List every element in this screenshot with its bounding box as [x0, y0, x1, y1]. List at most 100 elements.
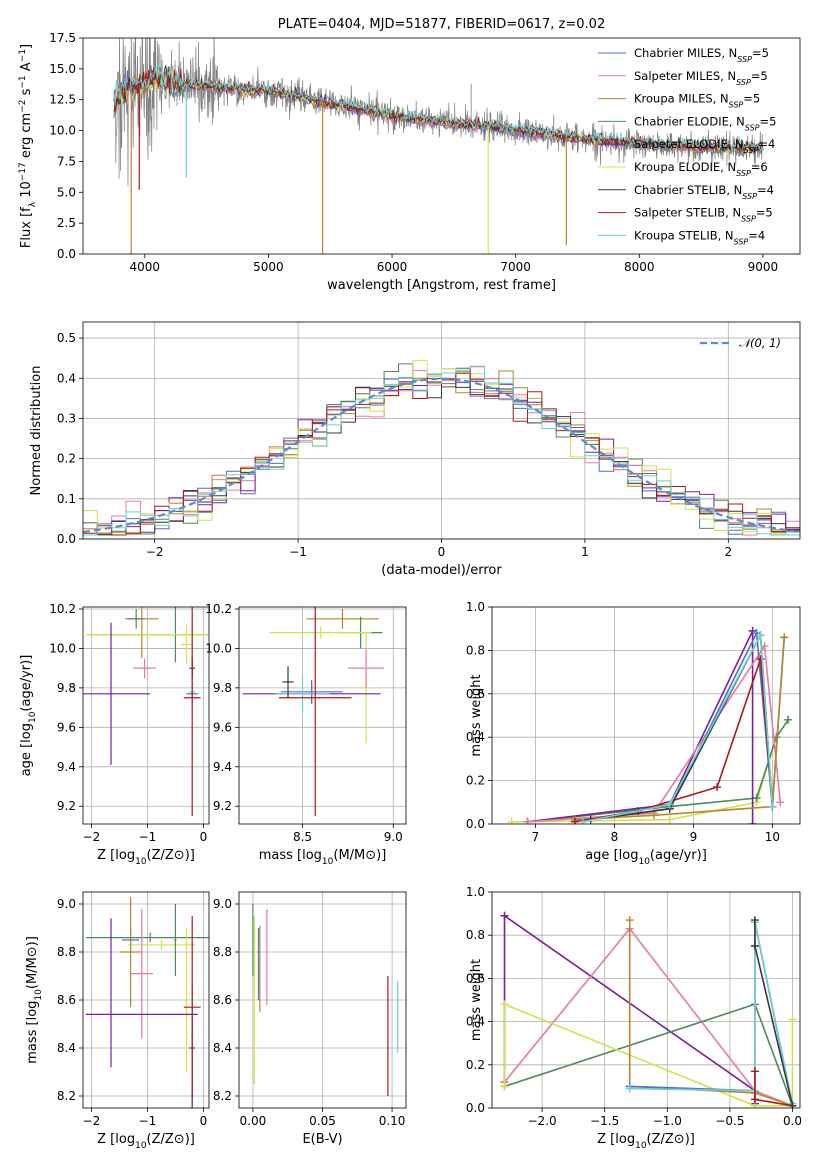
- x-tick-label: 5000: [253, 260, 284, 274]
- y-tick-label: 0.0: [466, 817, 485, 831]
- y-tick-label: 9.4: [57, 760, 76, 774]
- series-salpeter_miles: [527, 643, 782, 823]
- y-tick-label: 8.8: [213, 945, 232, 959]
- y-tick-label: 10.2: [205, 602, 232, 616]
- x-axis-label: E(B-V): [302, 1132, 342, 1147]
- series-kroupa_miles: [574, 637, 785, 821]
- x-tick-label: −1: [139, 1114, 157, 1128]
- x-tick-label: −2: [83, 1114, 101, 1128]
- x-tick-label: −2: [83, 830, 101, 844]
- y-tick-label: 9.0: [57, 897, 76, 911]
- normal-curve: [83, 377, 800, 534]
- y-axis-label: Normed distribution: [29, 366, 44, 496]
- z-mass-panel: −2 −1 0 8.2 8.4 8.6 8.8 9.0 Z [log10(Z/Z⊙)] mass …: [25, 891, 210, 1151]
- x-tick-label: 4000: [130, 260, 161, 274]
- y-tick-label: 0.6: [466, 687, 485, 701]
- point-marker: [750, 1067, 759, 1076]
- x-tick-label: 8000: [624, 260, 655, 274]
- y-tick-label: 0.8: [466, 643, 485, 657]
- y-tick-label: 1.0: [466, 885, 485, 899]
- y-axis-label: mass weight: [469, 959, 484, 1041]
- x-tick-label: 1: [581, 545, 589, 559]
- z-weight-panel-marks: [492, 892, 800, 1108]
- x-tick-label: −0.5: [715, 1114, 744, 1128]
- x-tick-label: −1: [289, 545, 307, 559]
- y-tick-label: 9.8: [57, 681, 76, 695]
- point-marker: [768, 802, 777, 811]
- series-chabrier_miles: [629, 922, 794, 1106]
- series-salpeter_elodie: [527, 630, 754, 824]
- spectrum-legend: Chabrier MILES, NSSP=5 Salpeter MILES, NS…: [598, 46, 776, 246]
- legend-label: Chabrier MILES, NSSP=5: [634, 46, 769, 64]
- point-marker: [625, 916, 634, 925]
- legend-label: 𝒩(0, 1): [739, 336, 781, 350]
- point-marker: [750, 1095, 759, 1104]
- series-salpeter_miles: [503, 927, 793, 1107]
- point-marker: [713, 783, 722, 792]
- x-tick-label: 0: [200, 830, 208, 844]
- y-tick-label: 9.0: [213, 897, 232, 911]
- y-tick-label: 9.6: [213, 720, 232, 734]
- y-tick-label: 0.5: [57, 331, 76, 345]
- x-tick-label: 7000: [500, 260, 531, 274]
- z-weight-panel: −2.0 −1.5 −1.0 −0.5 0.0 0.0 0.2 0.4 0.6 0.8 1.0 Z […: [466, 885, 802, 1151]
- point-marker: [665, 815, 674, 824]
- model-salpeter_stelib: [113, 66, 764, 153]
- legend-label: Kroupa STELIB, NSSP=4: [634, 228, 765, 246]
- y-tick-label: 8.2: [213, 1089, 232, 1103]
- y-tick-label: 9.4: [213, 760, 232, 774]
- spectrum-panel-marks: [113, 38, 764, 254]
- point-marker: [752, 793, 761, 802]
- point-marker: [784, 715, 793, 724]
- histogram-kroupa_stelib: [83, 366, 800, 536]
- y-tick-label: 0.2: [466, 774, 485, 788]
- y-tick-label: 0.4: [466, 1015, 485, 1029]
- y-tick-label: 1.0: [466, 600, 485, 614]
- legend-label: Kroupa ELODIE, NSSP=6: [634, 160, 768, 178]
- x-axis-label: Z [log10(Z/Z⊙)]: [97, 1132, 195, 1151]
- y-tick-label: 0.8: [466, 928, 485, 942]
- x-axis-label: age [log10(age/yr)]: [585, 848, 707, 867]
- y-tick-label: 7.5: [57, 154, 76, 168]
- y-tick-label: 5.0: [57, 185, 76, 199]
- y-tick-label: 0.2: [57, 452, 76, 466]
- x-tick-label: 0.0: [783, 1114, 802, 1128]
- chart-title: PLATE=0404, MJD=51877, FIBERID=0617, z=0…: [278, 17, 605, 32]
- histogram-chabrier_stelib: [83, 377, 800, 536]
- y-tick-label: 10.2: [49, 602, 76, 616]
- series-kroupa_stelib: [629, 922, 794, 1104]
- x-tick-label: 9000: [748, 260, 779, 274]
- model-kroupa_stelib: [113, 60, 764, 151]
- y-tick-label: 0.0: [57, 247, 76, 261]
- legend-label: Salpeter STELIB, NSSP=5: [634, 206, 773, 224]
- y-tick-label: 8.6: [213, 993, 232, 1007]
- x-tick-label: −1: [139, 830, 157, 844]
- point-marker: [507, 817, 516, 824]
- y-tick-label: 2.5: [57, 216, 76, 230]
- axes-frame: [82, 321, 801, 540]
- point-marker: [500, 1082, 509, 1091]
- y-tick-label: 9.8: [213, 681, 232, 695]
- axes-frame: [238, 891, 407, 1109]
- y-tick-label: 8.8: [57, 945, 76, 959]
- y-tick-label: 9.2: [213, 799, 232, 813]
- point-marker: [570, 817, 579, 824]
- y-tick-label: 0.3: [57, 411, 76, 425]
- point-marker: [578, 817, 587, 824]
- x-tick-label: 0: [200, 1114, 208, 1128]
- x-tick-label: −2: [146, 545, 164, 559]
- z-age-panel-marks: [83, 607, 209, 824]
- y-tick-label: 17.5: [49, 31, 76, 45]
- point-marker: [523, 817, 532, 824]
- y-tick-label: 0.1: [57, 492, 76, 506]
- x-axis-label: Z [log10(Z/Z⊙)]: [97, 848, 195, 867]
- point-marker: [776, 798, 785, 807]
- residual-panel: −2 −1 0 1 2 0.0 0.1 0.2 0.3 0.4 0.5 (data-model)/er…: [29, 321, 801, 578]
- x-tick-label: 8.5: [293, 830, 312, 844]
- y-axis-label: age [log10(age/yr)]: [19, 655, 38, 777]
- y-tick-label: 9.2: [57, 799, 76, 813]
- y-tick-label: 0.6: [466, 971, 485, 985]
- series-kroupa_stelib: [582, 632, 774, 823]
- x-tick-label: 9: [690, 830, 698, 844]
